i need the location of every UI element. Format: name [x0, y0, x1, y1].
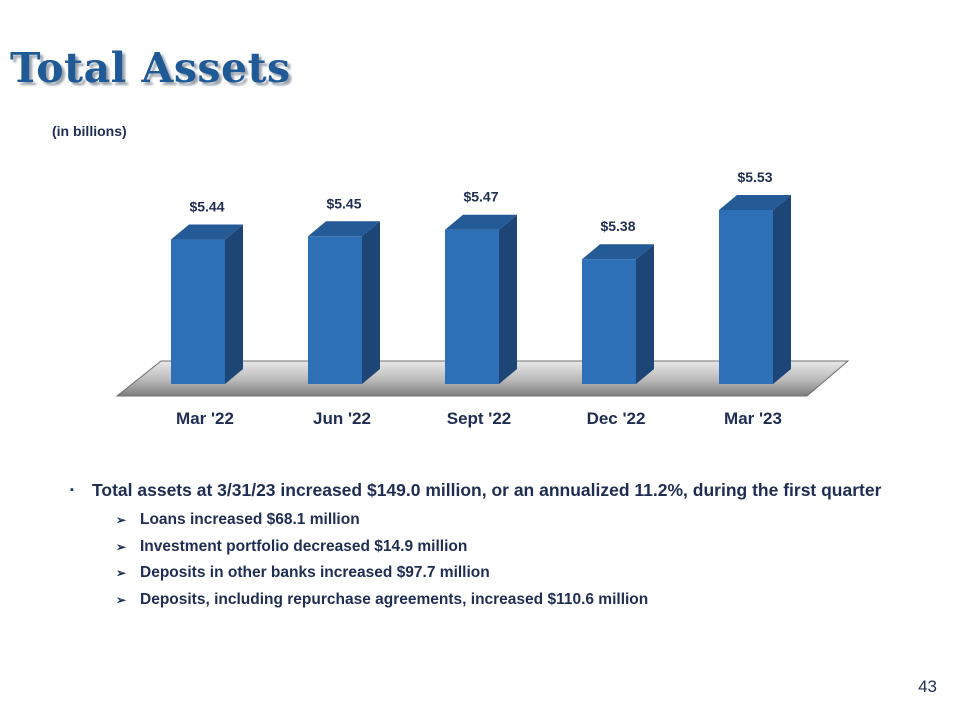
sub-bullet: ➢ Deposits in other banks increased $97.… [116, 560, 882, 587]
bar-side [225, 224, 243, 384]
bullet-main-text: Total assets at 3/31/23 increased $149.0… [92, 480, 882, 500]
bar-top [171, 224, 243, 240]
data-label: $5.38 [600, 218, 635, 234]
data-label: $5.45 [326, 195, 361, 211]
category-label: Dec '22 [587, 409, 646, 428]
arrow-bullet-icon: ➢ [116, 539, 127, 554]
data-label: $5.47 [463, 189, 498, 205]
category-label: Jun '22 [313, 409, 371, 428]
category-label: Mar '23 [724, 409, 782, 428]
bar-front [308, 236, 362, 384]
data-label: $5.44 [189, 199, 224, 215]
category-label: Mar '22 [176, 409, 234, 428]
bar-chart: $5.44 $5.45 $5.47 $5.38 $5.53 Mar '22 Jun '22… [115, 169, 850, 428]
sub-bullet-text: Deposits, including repurchase agreement… [140, 590, 649, 608]
bar [445, 214, 517, 384]
sub-bullet: ➢ Deposits, including repurchase agreeme… [116, 587, 882, 614]
bar-side [499, 214, 517, 384]
sub-bullet-text: Investment portfolio decreased $14.9 mil… [140, 537, 468, 555]
units-note: (in billions) [52, 123, 127, 139]
bar-top [582, 244, 654, 260]
bar-front [719, 210, 773, 384]
bar-side [362, 221, 380, 384]
bullet-list: ▪ Total assets at 3/31/23 increased $149… [68, 478, 882, 613]
arrow-bullet-icon: ➢ [116, 592, 127, 607]
bar-side [773, 195, 791, 384]
bar [582, 244, 654, 384]
bar-top [445, 214, 517, 230]
bar-front [171, 239, 225, 384]
square-bullet-icon: ▪ [70, 484, 74, 496]
sub-bullet-text: Loans increased $68.1 million [140, 511, 360, 528]
arrow-bullet-icon: ➢ [116, 513, 127, 527]
bar-front [445, 229, 499, 384]
bar-side [636, 244, 654, 384]
arrow-bullet-icon: ➢ [116, 566, 127, 580]
bullet-main: ▪ Total assets at 3/31/23 increased $149… [68, 478, 882, 502]
bar [719, 195, 791, 384]
page-number: 43 [918, 677, 937, 696]
category-label: Sept '22 [447, 409, 512, 428]
sub-bullet: ➢ Loans increased $68.1 million [116, 507, 882, 534]
bar [171, 224, 243, 384]
bar-top [308, 221, 380, 237]
slide-title: Total Assets [10, 44, 291, 92]
bar-top [719, 195, 791, 210]
bar-front [582, 259, 636, 384]
data-label: $5.53 [737, 169, 772, 185]
bar [308, 221, 380, 384]
sub-bullet: ➢ Investment portfolio decreased $14.9 m… [116, 534, 882, 561]
sub-bullet-text: Deposits in other banks increased $97.7 … [140, 564, 490, 581]
sub-bullet-list: ➢ Loans increased $68.1 million ➢ Invest… [68, 507, 882, 613]
